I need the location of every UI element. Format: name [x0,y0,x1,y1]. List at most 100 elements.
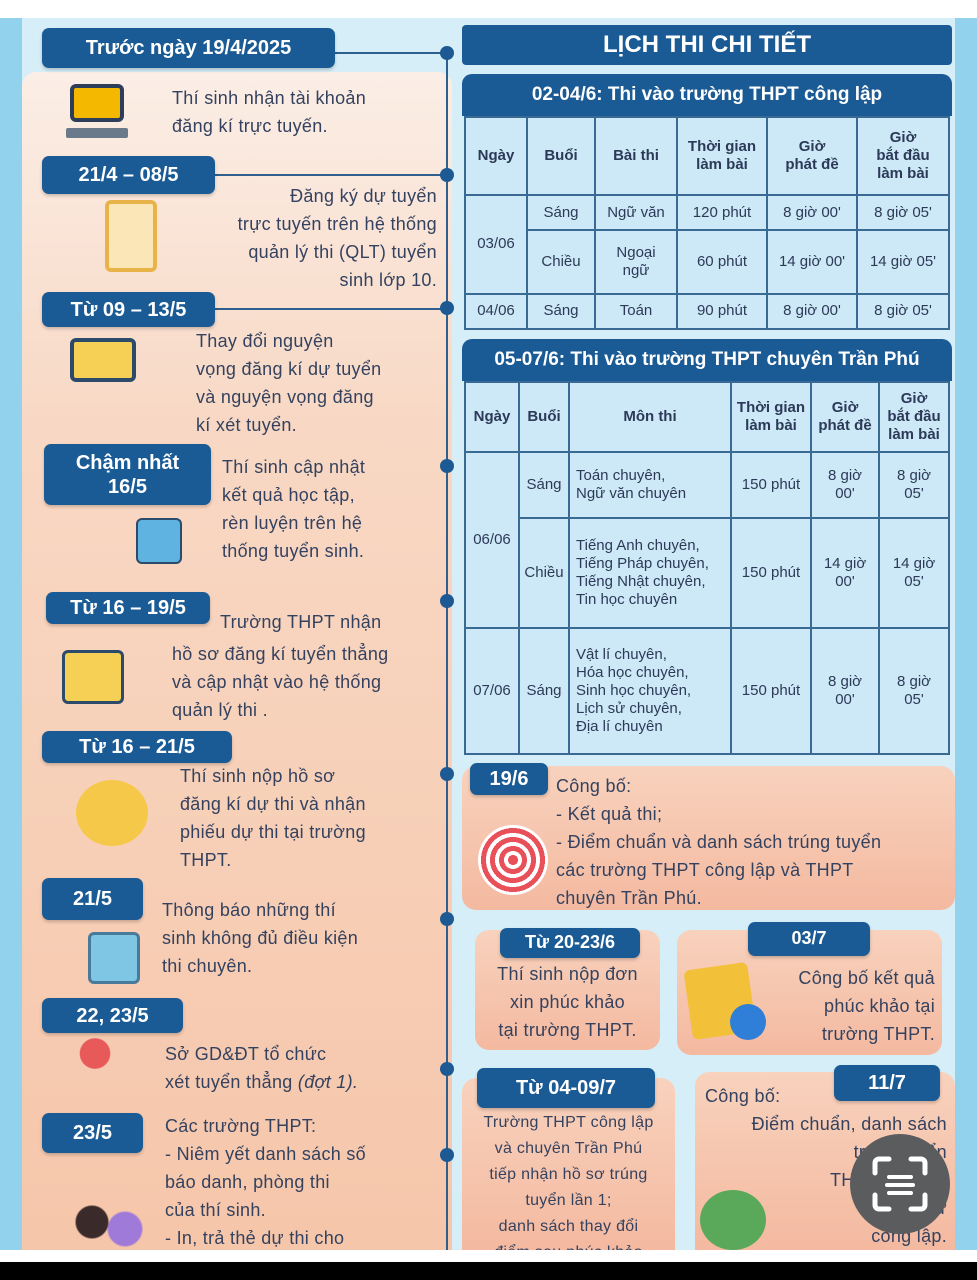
timeline-line [446,53,448,1250]
cell-release: 14 giờ 00' [766,229,858,295]
table-row: Chiều Tiếng Anh chuyên, Tiếng Pháp chuyê… [465,517,950,629]
timeline-text: Sở GD&ĐT tổ chức xét tuyển thẳng (đợt 1)… [165,1040,358,1096]
right-edge [955,18,977,1250]
cell-session: Sáng [518,451,570,519]
cell-duration: 150 phút [730,517,812,629]
cell-release: 14 giờ 00' [810,517,880,629]
specialized-exam-heading: 05-07/6: Thi vào trường THPT chuyên Trần… [462,339,952,381]
table-header-row: Ngày Buổi Môn thi Thời gian làm bài Giờ … [464,381,950,453]
timeline-text: hồ sơ đăng kí tuyển thẳng và cập nhật và… [172,644,389,720]
timeline-text: Trường THPT nhận [220,612,382,632]
cell-session: Chiều [518,517,570,629]
left-edge [0,18,22,1250]
timeline-text: Đăng ký dự tuyển trực tuyến trên hệ thốn… [237,186,437,290]
table-header-row: Ngày Buổi Bài thi Thời gian làm bài Giờ … [464,116,950,196]
date-label: Trước ngày 19/4/2025 [42,28,335,68]
scan-text-button[interactable] [850,1134,950,1234]
date-label: Từ 16 – 19/5 [46,592,210,624]
cell-subject: Toán [594,292,678,331]
col-subject: Môn thi [568,381,732,453]
connector [215,308,447,310]
target-icon [478,825,548,895]
timeline-dot [440,168,454,182]
cell-release: 8 giờ 00' [810,627,880,755]
calendar-check-icon [136,518,182,564]
table-row: Chiều Ngoại ngữ 60 phút 14 giờ 00' 14 gi… [465,229,950,295]
date-label: 21/4 – 08/5 [42,156,215,194]
date-label: Từ 16 – 21/5 [42,731,232,763]
table-row: 03/06 Sáng Ngữ văn 120 phút 8 giờ 00' 8 … [464,193,950,295]
clipboard-checklist-icon [105,200,157,272]
date-label: 19/6 [470,763,548,795]
cell-date: 04/06 [464,292,528,331]
specialized-exam-table: Ngày Buổi Môn thi Thời gian làm bài Giờ … [464,381,950,755]
date-label: Từ 09 – 13/5 [42,292,215,327]
monitor-settings-icon [70,338,136,382]
public-exam-heading: 02-04/6: Thi vào trường THPT công lập [462,74,952,116]
col-start: Giờ bắt đầu làm bài [856,116,950,196]
computer-phone-icon [76,780,148,846]
timeline-dot [440,1148,454,1162]
cell-session: Sáng [526,292,596,331]
col-subject: Bài thi [594,116,678,196]
cell-session: Chiều [526,229,596,295]
timeline-text: Thông báo những thí sinh không đủ điều k… [162,900,359,976]
presenter-icon [48,1180,158,1250]
timeline-text: Thí sinh nộp hồ sơ đăng kí dự thi và nhậ… [180,766,366,870]
public-exam-table: Ngày Buổi Bài thi Thời gian làm bài Giờ … [464,116,950,331]
cell-session: Sáng [526,193,596,232]
timeline-text-italic: (đợt 1). [297,1072,359,1092]
timeline-text: Thí sinh nhận tài khoản đăng kí trực tuy… [172,88,367,136]
cell-start: 8 giờ 05' [878,451,950,519]
connector [215,174,447,176]
timeline-text-main: Sở GD&ĐT tổ chức xét tuyển thẳng [165,1044,327,1092]
cell-duration: 120 phút [676,193,768,232]
col-release: Giờ phát đề [766,116,858,196]
bottom-bar [0,1262,977,1280]
checkmark-badge-icon [700,1190,766,1250]
timeline-dot [440,912,454,926]
date-label: 03/7 [748,922,870,956]
timeline-dot [440,1062,454,1076]
timeline-text: Các trường THPT: - Niêm yết danh sách số… [165,1116,366,1248]
clipboard-clock-icon [62,650,124,704]
cell-duration: 60 phút [676,229,768,295]
cell-date: 07/06 [464,627,520,755]
appeal-result-text: Công bố kết quả phúc khảo tại trường THP… [798,968,935,1044]
date-label: 22, 23/5 [42,998,183,1033]
timeline-dot [440,767,454,781]
col-duration: Thời gian làm bài [676,116,768,196]
cell-date: 06/06 [464,451,520,629]
date-label: Chậm nhất 16/5 [44,444,211,505]
cell-subject: Ngữ văn [594,193,678,232]
table-row: 06/06 Sáng Toán chuyên, Ngữ văn chuyên 1… [464,451,950,629]
schedule-title: LỊCH THI CHI TIẾT [462,25,952,65]
timeline-dot [440,301,454,315]
timeline-text: Thay đổi nguyện vọng đăng kí dự tuyển và… [196,331,382,435]
col-duration: Thời gian làm bài [730,381,812,453]
cell-session: Sáng [518,627,570,755]
cell-duration: 150 phút [730,627,812,755]
final-heading: Công bố: [705,1086,781,1106]
cell-start: 14 giờ 05' [856,229,950,295]
cell-start: 8 giờ 05' [878,627,950,755]
people-selection-icon [58,1036,132,1086]
connector [335,52,447,54]
col-release: Giờ phát đề [810,381,880,453]
clipboard-icon [88,932,140,984]
cell-subject: Vật lí chuyên, Hóa học chuyên, Sinh học … [568,627,732,755]
table-row: 04/06 Sáng Toán 90 phút 8 giờ 00' 8 giờ … [464,292,950,331]
cell-duration: 90 phút [676,292,768,331]
cell-release: 8 giờ 00' [766,292,858,331]
date-label: 23/5 [42,1113,143,1153]
cell-start: 8 giờ 05' [856,193,950,232]
cell-duration: 150 phút [730,451,812,519]
keyboard-icon [66,128,128,138]
table-row: 07/06 Sáng Vật lí chuyên, Hóa học chuyên… [464,627,950,755]
cell-subject: Ngoại ngữ [594,229,678,295]
results-text: Công bố: - Kết quả thi; - Điểm chuẩn và … [556,776,882,908]
appeal-text: Thí sinh nộp đơn xin phúc khảo tại trườn… [497,964,638,1040]
timeline-dot [440,46,454,60]
col-start: Giờ bắt đầu làm bài [878,381,950,453]
timeline-text: Thí sinh cập nhật kết quả học tập, rèn l… [222,457,366,561]
